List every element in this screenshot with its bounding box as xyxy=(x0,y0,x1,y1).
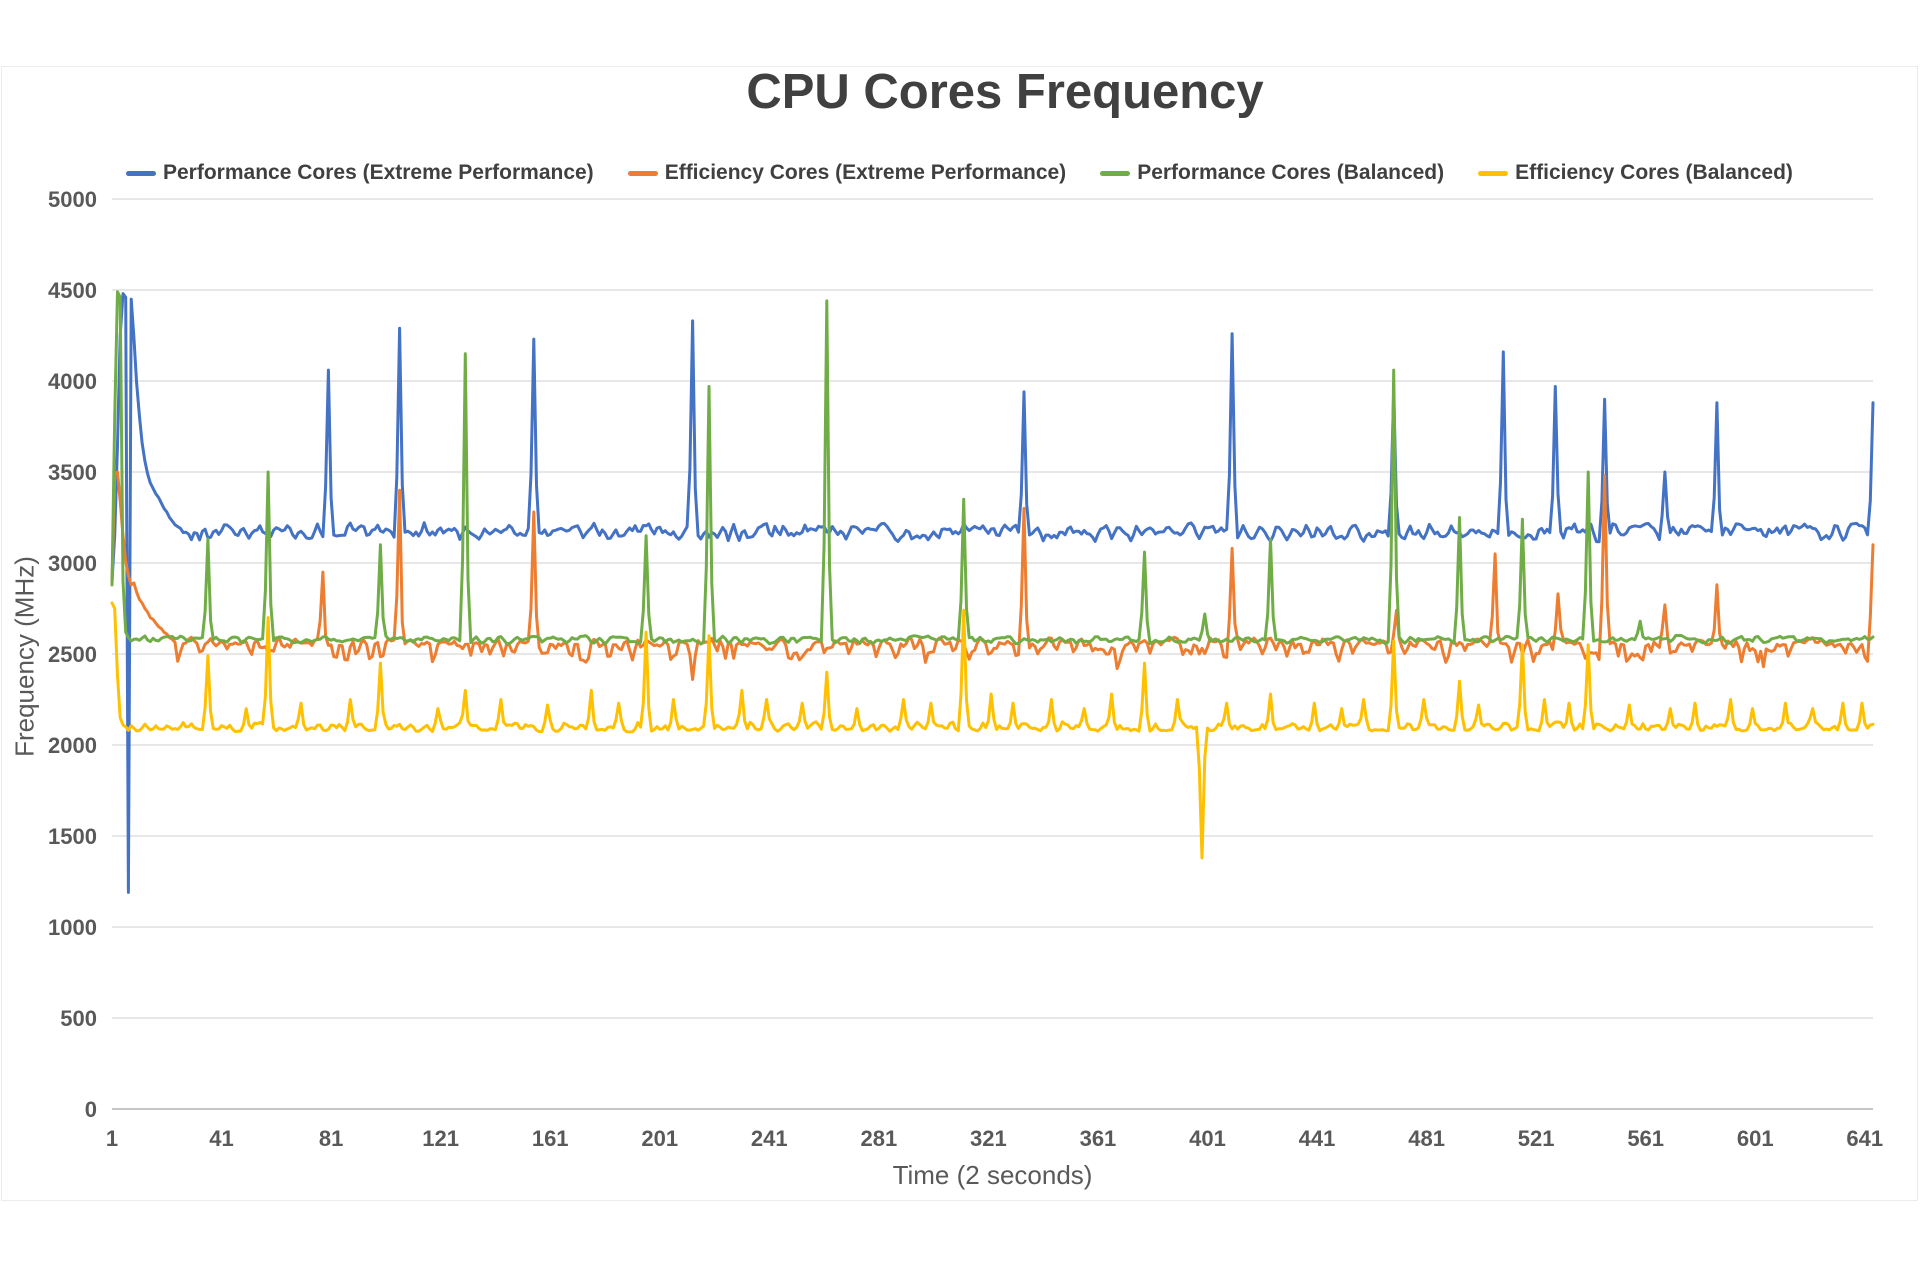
x-tick-label: 241 xyxy=(751,1126,788,1151)
x-tick-label: 121 xyxy=(422,1126,459,1151)
y-tick-label: 500 xyxy=(60,1006,97,1031)
y-tick-label: 1000 xyxy=(48,915,97,940)
legend-dash-icon xyxy=(1100,170,1131,176)
y-tick-label: 0 xyxy=(85,1097,97,1122)
y-tick-label: 3500 xyxy=(48,460,97,485)
y-tick-label: 3000 xyxy=(48,551,97,576)
series-line-3 xyxy=(110,601,1875,860)
x-tick-label: 521 xyxy=(1518,1126,1555,1151)
x-tick-label: 201 xyxy=(641,1126,678,1151)
x-tick-label: 561 xyxy=(1627,1126,1664,1151)
legend-label: Efficiency Cores (Extreme Performance) xyxy=(664,161,1067,184)
y-tick-label: 2500 xyxy=(48,642,97,667)
x-tick-label: 41 xyxy=(209,1126,233,1151)
series-line-1 xyxy=(110,470,1875,681)
x-tick-label: 321 xyxy=(970,1126,1007,1151)
legend-item-performance-cores-balanced: Performance Cores (Balanced) xyxy=(1100,161,1444,185)
y-tick-label: 5000 xyxy=(48,187,97,212)
chart-title: CPU Cores Frequency xyxy=(746,65,1264,119)
x-tick-label: 401 xyxy=(1189,1126,1226,1151)
y-tick-label: 1500 xyxy=(48,824,97,849)
legend-dash-icon xyxy=(1478,170,1509,176)
x-tick-label: 1 xyxy=(106,1126,118,1151)
series-line-0 xyxy=(110,292,1875,894)
legend-label: Efficiency Cores (Balanced) xyxy=(1515,161,1793,184)
x-tick-label: 441 xyxy=(1299,1126,1336,1151)
x-tick-label: 361 xyxy=(1080,1126,1117,1151)
x-tick-label: 481 xyxy=(1408,1126,1445,1151)
chart-legend: Performance Cores (Extreme Performance) … xyxy=(126,156,1793,190)
legend-item-efficiency-cores-extreme: Efficiency Cores (Extreme Performance) xyxy=(627,161,1067,185)
legend-label: Performance Cores (Balanced) xyxy=(1137,161,1445,184)
y-tick-label: 4000 xyxy=(48,369,97,394)
legend-item-efficiency-cores-balanced: Efficiency Cores (Balanced) xyxy=(1478,161,1793,185)
series-line-2 xyxy=(110,290,1875,646)
x-tick-label: 281 xyxy=(860,1126,897,1151)
x-axis-title: Time (2 seconds) xyxy=(892,1160,1093,1190)
x-tick-label: 161 xyxy=(532,1126,569,1151)
legend-label: Performance Cores (Extreme Performance) xyxy=(163,161,594,184)
x-tick-label: 601 xyxy=(1737,1126,1774,1151)
legend-dash-icon xyxy=(627,170,658,176)
legend-item-performance-cores-extreme: Performance Cores (Extreme Performance) xyxy=(126,161,594,185)
legend-dash-icon xyxy=(126,170,156,176)
x-tick-label: 641 xyxy=(1846,1126,1883,1151)
y-tick-label: 2000 xyxy=(48,733,97,758)
y-tick-label: 4500 xyxy=(48,278,97,303)
x-tick-label: 81 xyxy=(319,1126,343,1151)
